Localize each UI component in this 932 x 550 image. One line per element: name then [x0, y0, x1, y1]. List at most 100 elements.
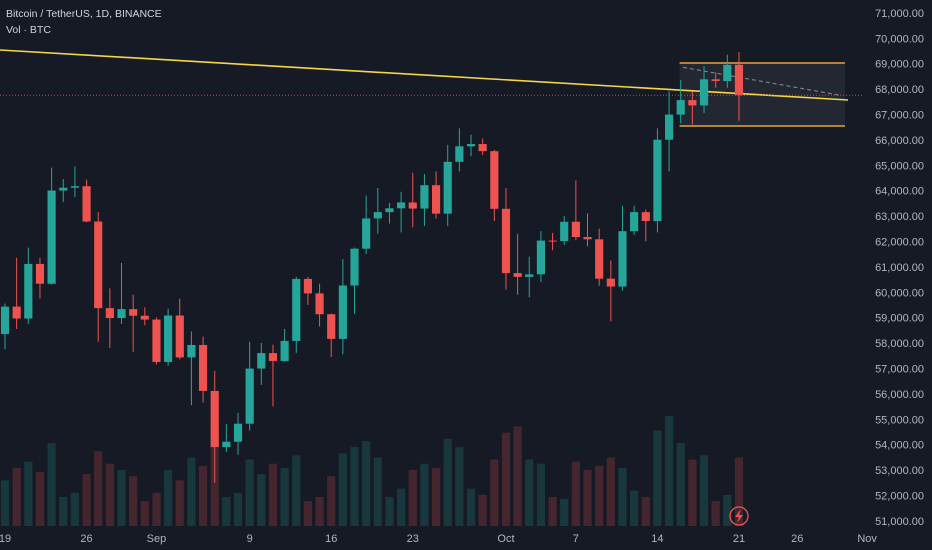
- y-tick-label: 67,000.00: [875, 110, 924, 122]
- volume-bar: [187, 457, 196, 526]
- volume-bar: [24, 461, 33, 526]
- candle-body: [397, 202, 406, 209]
- volume-bar: [571, 461, 580, 526]
- volume-bar: [688, 459, 697, 526]
- candle-body: [164, 315, 173, 362]
- volume-bar: [362, 440, 371, 526]
- y-tick-label: 52,000.00: [875, 491, 924, 503]
- volume-bar: [711, 501, 720, 526]
- candle-body: [583, 237, 592, 240]
- y-tick-label: 62,000.00: [875, 237, 924, 249]
- candle-body: [664, 114, 674, 140]
- replay-icon[interactable]: [729, 506, 749, 526]
- volume-label: Vol · BTC: [6, 24, 51, 36]
- candle-body: [315, 293, 324, 315]
- volume-bar: [385, 496, 394, 526]
- volume-bar: [431, 467, 441, 526]
- volume-bar: [455, 447, 464, 526]
- volume-bar: [536, 463, 545, 526]
- y-tick-label: 65,000.00: [875, 160, 924, 172]
- candle-body: [560, 221, 569, 242]
- candle-body: [129, 309, 138, 316]
- y-tick-label: 56,000.00: [875, 389, 924, 401]
- y-tick-label: 51,000.00: [875, 516, 924, 528]
- x-tick-label: 16: [325, 533, 337, 545]
- volume-bar: [303, 501, 312, 526]
- y-tick-label: 60,000.00: [875, 287, 924, 299]
- candle-body: [734, 64, 744, 96]
- candle-body: [233, 423, 243, 442]
- volume-bar: [641, 496, 650, 526]
- candle-body: [630, 212, 639, 232]
- candle-body: [303, 278, 312, 294]
- candle-body: [443, 161, 452, 214]
- candle-body: [385, 208, 394, 213]
- volume-bar: [117, 469, 126, 526]
- candle-body: [653, 139, 662, 222]
- volume-bar: [525, 459, 534, 526]
- candle-body: [280, 340, 289, 361]
- candle-body: [105, 308, 114, 319]
- volume-bar: [548, 496, 557, 526]
- volume-bar: [245, 459, 254, 526]
- y-tick-label: 70,000.00: [875, 33, 924, 45]
- y-tick-label: 53,000.00: [875, 465, 924, 477]
- volume-pane: [0, 416, 744, 526]
- candle-body: [327, 314, 336, 339]
- chart-title: Bitcoin / TetherUS, 1D, BINANCE: [6, 8, 162, 20]
- x-tick-label: 21: [733, 533, 745, 545]
- volume-bar: [338, 453, 347, 526]
- axes: 51,000.00 52,000.00 53,000.00 54,000.00 55,0…: [0, 8, 924, 545]
- volume-bar: [164, 469, 173, 526]
- volume-bar: [397, 488, 406, 526]
- volume-bar: [257, 474, 266, 526]
- candle-body: [641, 212, 650, 222]
- x-tick-label: 14: [651, 533, 663, 545]
- candle-body: [595, 239, 604, 279]
- y-tick-label: 58,000.00: [875, 338, 924, 350]
- candle-body: [222, 441, 231, 448]
- candle-body: [478, 144, 487, 152]
- candle-body: [198, 344, 208, 391]
- volume-bar: [699, 455, 709, 526]
- volume-bar: [268, 463, 278, 526]
- volume-bar: [140, 501, 149, 526]
- volume-bar: [583, 469, 592, 526]
- volume-bar: [0, 480, 10, 526]
- volume-bar: [466, 488, 476, 526]
- volume-bar: [630, 490, 639, 526]
- volume-bar: [664, 416, 674, 526]
- candle-body: [94, 221, 103, 309]
- volume-bar: [420, 463, 429, 526]
- y-tick-label: 64,000.00: [875, 186, 924, 198]
- volume-bar: [327, 476, 336, 526]
- candle-body: [548, 240, 557, 242]
- y-tick-label: 54,000.00: [875, 440, 924, 452]
- volume-bar: [175, 480, 184, 526]
- candle-body: [245, 368, 254, 424]
- candle-body: [70, 186, 79, 188]
- volume-bar: [501, 432, 511, 526]
- candle-body: [175, 315, 184, 358]
- candle-body: [466, 144, 476, 147]
- projection-line: [682, 66, 841, 96]
- candle-body: [676, 100, 685, 115]
- candle-body: [117, 309, 126, 319]
- volume-bar: [315, 496, 324, 526]
- volume-bar: [198, 465, 208, 526]
- x-tick-label: Nov: [857, 533, 877, 545]
- candle-body: [688, 100, 697, 106]
- volume-bar: [152, 492, 161, 526]
- volume-bar: [676, 442, 685, 526]
- volume-bar: [105, 463, 114, 526]
- candle-body: [501, 208, 511, 274]
- x-tick-label: Oct: [497, 533, 514, 545]
- candle-body: [618, 231, 627, 287]
- x-tick-label: Sep: [147, 533, 167, 545]
- volume-bar: [292, 455, 301, 526]
- volume-bar: [618, 467, 627, 526]
- volume-bar: [373, 457, 382, 526]
- icon-ring: [729, 506, 749, 526]
